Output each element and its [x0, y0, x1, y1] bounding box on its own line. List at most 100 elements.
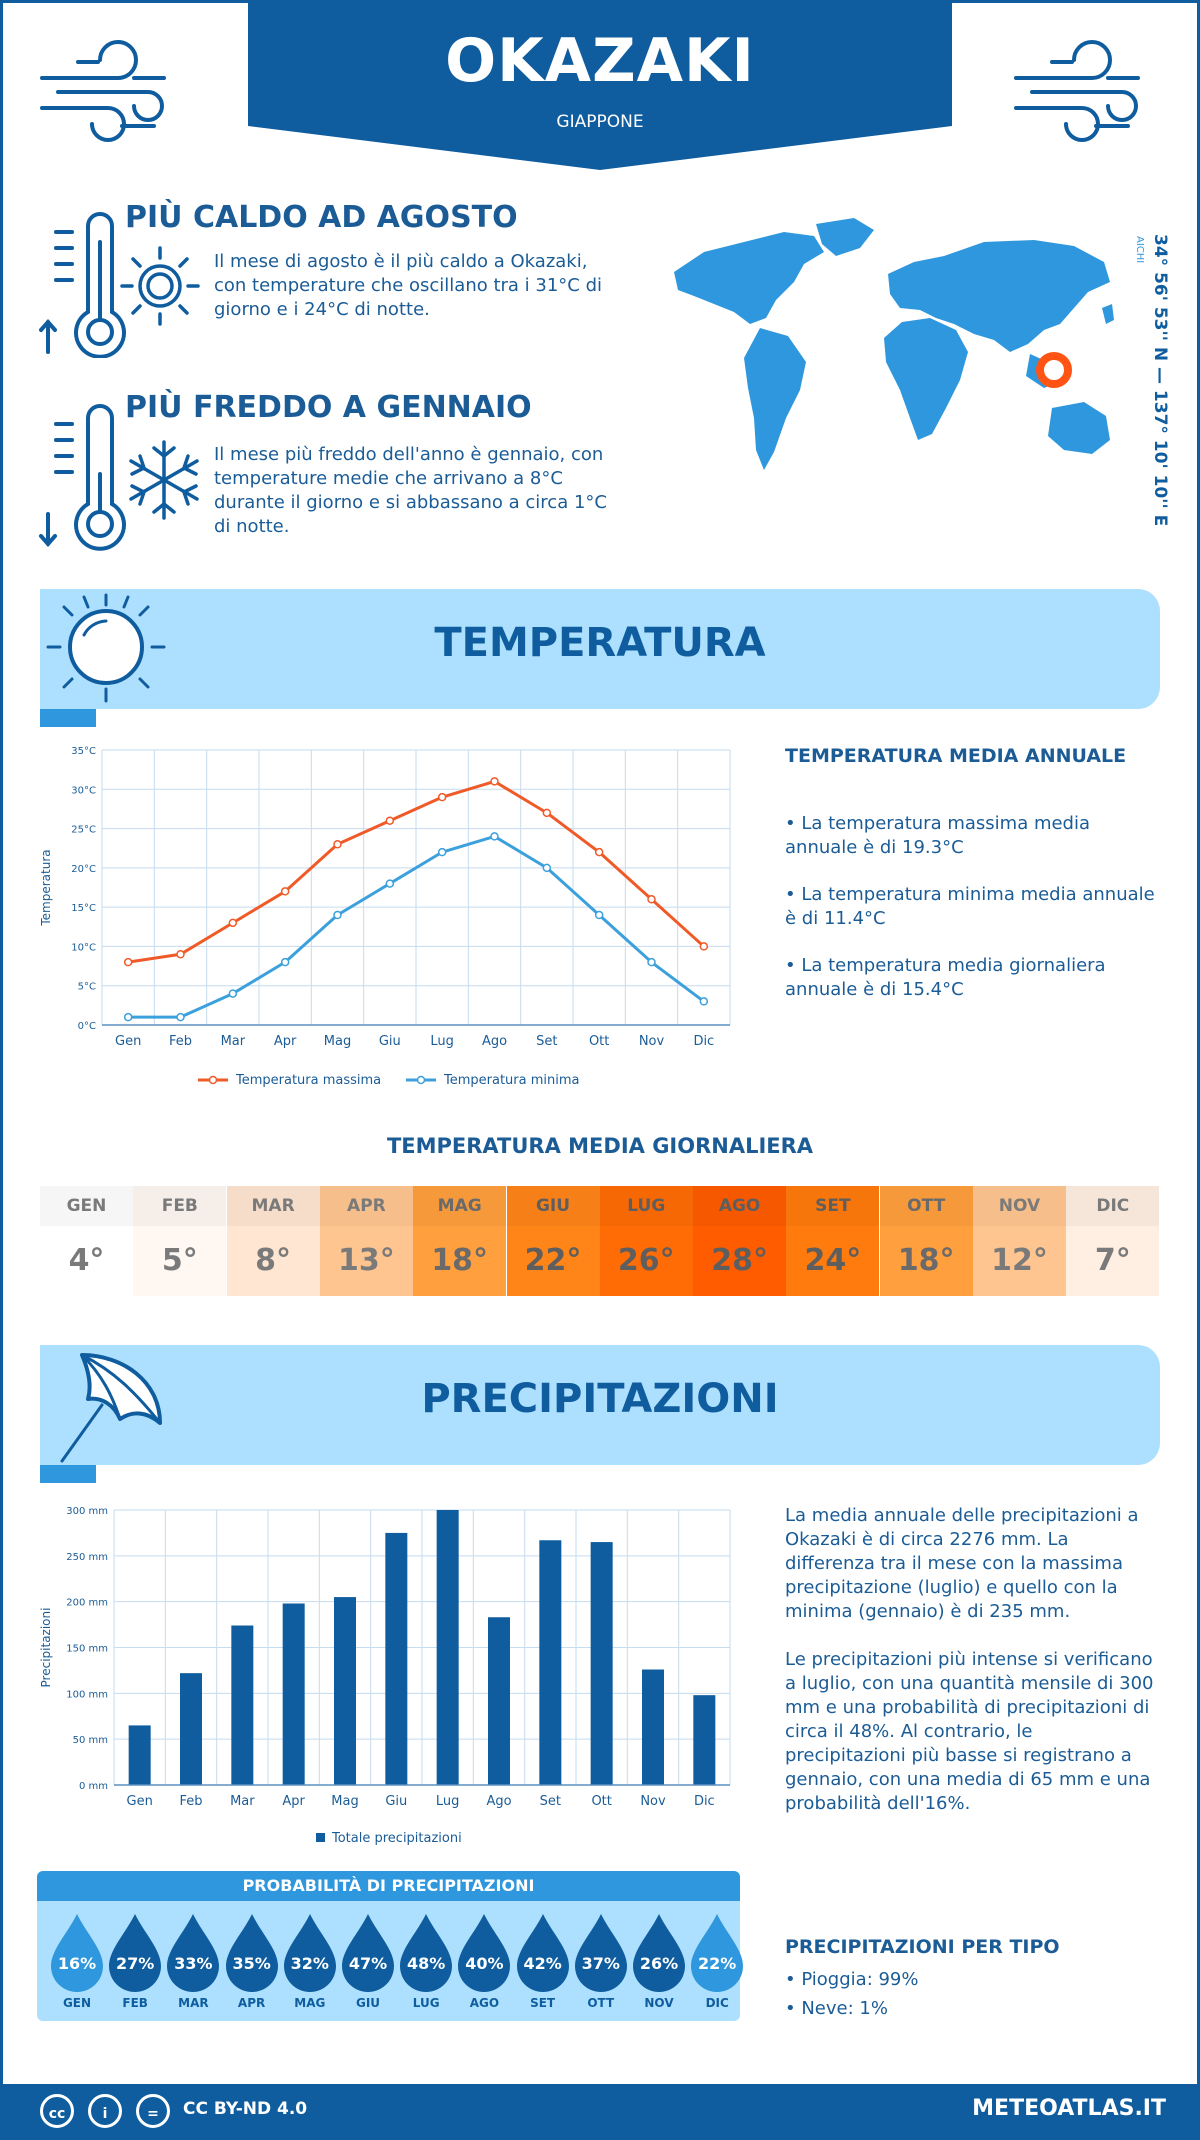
daily-temperature-cell: OTT 18°: [879, 1186, 973, 1296]
sun-icon: [120, 246, 200, 326]
probability-month: DIC: [705, 1996, 729, 2010]
precipitation-summary: La media annuale delle precipitazioni a …: [785, 1505, 1139, 1622]
x-tick-label: Lug: [430, 1034, 454, 1049]
cc-icon: cc: [40, 2094, 74, 2128]
daily-month-label: FEB: [133, 1186, 226, 1226]
raindrop-icon: [109, 1914, 162, 1992]
y-tick-label: 5°C: [78, 982, 96, 993]
daily-temperature-value: 18°: [431, 1243, 489, 1278]
thermometer-hot-icon: [39, 212, 126, 358]
x-tick-label: Ott: [589, 1034, 609, 1049]
probability-value: 48%: [407, 1954, 446, 1973]
temperature-band: [40, 589, 1160, 709]
probability-value: 37%: [581, 1954, 620, 1973]
daily-month-label: MAG: [413, 1186, 506, 1226]
probability-value: 32%: [290, 1954, 329, 1973]
legend-swatch: [316, 1833, 325, 1842]
footer-site-link[interactable]: METEOATLAS.IT: [972, 2096, 1166, 2121]
probability-drop: 37% OTT: [573, 1912, 629, 2012]
data-point: [333, 840, 342, 849]
probability-drop: 26% NOV: [631, 1912, 687, 2012]
cold-title: PIÙ FREDDO A GENNAIO: [125, 390, 532, 425]
x-tick-label: Feb: [169, 1034, 192, 1049]
probability-month: APR: [237, 1996, 266, 2010]
y-tick-label: 0 mm: [79, 1781, 108, 1792]
x-tick-label: Mag: [331, 1794, 358, 1809]
data-point: [647, 895, 656, 904]
x-tick-label: Apr: [274, 1034, 297, 1049]
data-point: [437, 847, 447, 857]
daily-month-label: OTT: [880, 1186, 973, 1226]
temperature-section-title: TEMPERATURA: [434, 620, 766, 666]
precipitation-bar: [693, 1695, 716, 1785]
raindrop-icon: [574, 1914, 627, 1992]
data-point: [699, 942, 709, 951]
x-tick-label: Mar: [230, 1794, 255, 1809]
data-point: [437, 792, 447, 802]
raindrop-icon: [167, 1914, 220, 1992]
annual-temperature-title: TEMPERATURA MEDIA ANNUALE: [785, 745, 1127, 767]
x-tick-label: Gen: [127, 1794, 153, 1809]
data-point: [385, 816, 395, 825]
sun-icon: [46, 593, 166, 703]
data-point: [594, 847, 604, 857]
y-tick-label: 25°C: [71, 825, 96, 836]
wind-icon: [1014, 40, 1140, 142]
probability-month: OTT: [587, 1996, 615, 2010]
raindrop-icon: [458, 1914, 511, 1992]
raindrop-icon: [342, 1914, 394, 1992]
precipitation-bar: [180, 1673, 202, 1785]
raindrop-icon: [283, 1914, 336, 1992]
precipitation-probability-title: PROBABILITÀ DI PRECIPITAZIONI: [37, 1871, 740, 1901]
probability-month: SET: [530, 1996, 556, 2010]
x-tick-label: Apr: [282, 1794, 305, 1809]
no-derivatives-icon: =: [136, 2094, 170, 2128]
y-tick-label: 10°C: [71, 942, 96, 953]
data-point: [228, 989, 238, 998]
precipitation-type-title: PRECIPITAZIONI PER TIPO: [785, 1936, 1060, 1958]
daily-temperature-cell: GEN 4°: [40, 1186, 133, 1296]
probability-value: 42%: [523, 1954, 562, 1973]
snow-share: • Neve: 1%: [785, 1998, 888, 2019]
precipitation-bar: [231, 1625, 254, 1785]
probability-drop: 47% GIU: [340, 1912, 396, 2012]
probability-month: GEN: [62, 1996, 92, 2010]
thermometer-cold-icon: [39, 404, 126, 551]
data-point: [542, 808, 552, 818]
daily-temperature-value: 13°: [338, 1243, 395, 1278]
precipitation-bar: [128, 1725, 151, 1785]
city-title: OKAZAKI: [445, 26, 755, 96]
probability-drop: 40% AGO: [456, 1912, 512, 2012]
annual-avg-bullet: • La temperatura media giornaliera annua…: [785, 955, 1106, 1000]
y-tick-label: 100 mm: [66, 1689, 108, 1700]
coordinates: 34° 56' 53'' N — 137° 10' 10'' E: [1150, 234, 1170, 527]
x-tick-label: Mar: [221, 1034, 246, 1049]
precipitation-section-title: PRECIPITAZIONI: [421, 1376, 779, 1422]
probability-drop: 42% SET: [515, 1912, 571, 2012]
probability-drop: 16% GEN: [49, 1912, 105, 2012]
hot-title: PIÙ CALDO AD AGOSTO: [125, 200, 518, 235]
precipitation-detail: Le precipitazioni più intense si verific…: [785, 1649, 1154, 1814]
raindrop-icon: [516, 1914, 569, 1992]
probability-month: MAG: [294, 1996, 326, 2010]
y-tick-label: 15°C: [71, 903, 96, 914]
legend-label: Temperatura massima: [235, 1073, 381, 1088]
footer: [0, 2084, 1200, 2140]
data-point: [699, 997, 709, 1006]
header-banner: [248, 0, 952, 170]
legend-label: Temperatura minima: [443, 1073, 580, 1088]
daily-temperature-value: 4°: [68, 1243, 105, 1278]
y-tick-label: 0°C: [78, 1021, 96, 1032]
y-tick-label: 200 mm: [66, 1598, 108, 1609]
x-tick-label: Dic: [694, 1794, 715, 1809]
raindrop-icon: [691, 1914, 744, 1992]
y-tick-label: 50 mm: [73, 1735, 108, 1746]
hot-text: Il mese di agosto è il più caldo a Okaza…: [214, 251, 603, 320]
data-point: [280, 887, 290, 896]
probability-drop: 22% DIC: [689, 1912, 745, 2012]
probability-value: 27%: [116, 1954, 155, 1973]
attribution-icon: i: [88, 2094, 122, 2128]
x-tick-label: Gen: [115, 1034, 141, 1049]
daily-month-label: NOV: [973, 1186, 1066, 1226]
probability-month: MAR: [178, 1996, 209, 2010]
